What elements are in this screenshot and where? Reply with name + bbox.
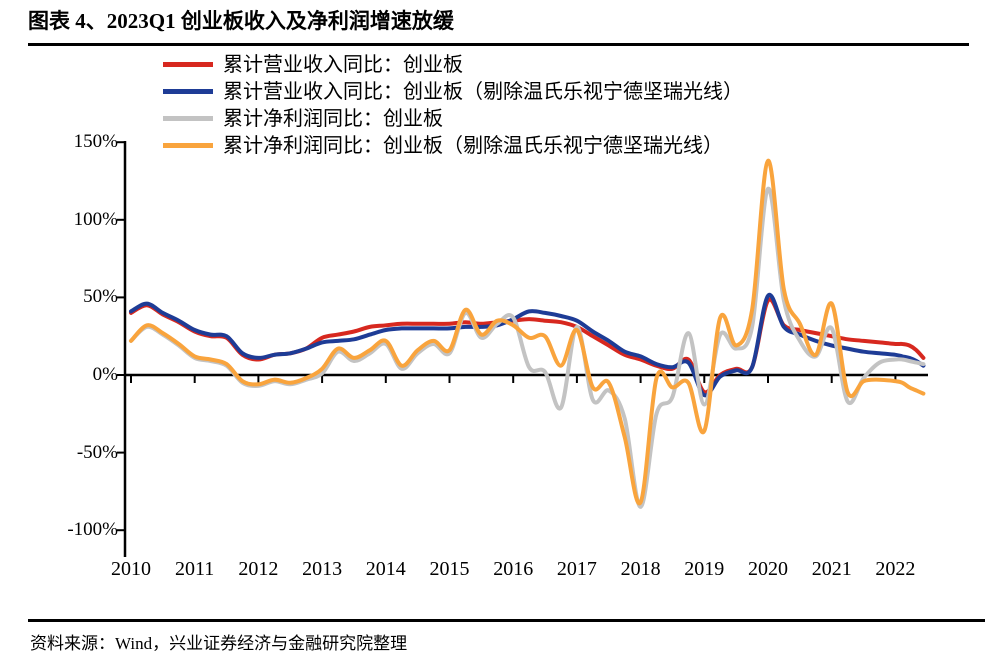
x-tick-label: 2011 [175, 558, 215, 580]
x-tick-label: 2020 [748, 558, 788, 580]
title-divider-rule [28, 43, 969, 46]
y-tick-label: -100% [67, 519, 118, 541]
x-tick-label: 2019 [684, 558, 725, 580]
legend-line-swatch [163, 143, 213, 148]
y-tick-label: 0% [92, 364, 118, 385]
y-tick-label: -50% [76, 441, 118, 463]
legend-label: 累计营业收入同比：创业板（剔除温氏乐视宁德坚瑞光线） [223, 80, 743, 103]
source-note: 资料来源：Wind，兴业证券经济与金融研究院整理 [30, 634, 408, 653]
legend-item: 累计营业收入同比：创业板 [163, 51, 743, 78]
x-tick-label: 2015 [429, 558, 470, 580]
chart-title: 图表 4、2023Q1 创业板收入及净利润增速放缓 [28, 9, 454, 33]
legend-line-swatch [163, 89, 213, 94]
y-tick-label: 150% [73, 131, 118, 153]
x-tick-label: 2016 [493, 558, 534, 580]
y-tick-label: 100% [73, 208, 118, 230]
series-line-2 [129, 186, 926, 509]
legend-label: 累计净利润同比：创业板 [223, 107, 443, 130]
legend-item: 累计营业收入同比：创业板（剔除温氏乐视宁德坚瑞光线） [163, 78, 743, 105]
legend-label: 累计净利润同比：创业板（剔除温氏乐视宁德坚瑞光线） [223, 134, 723, 157]
legend-label: 累计营业收入同比：创业板 [223, 53, 463, 76]
x-tick-label: 2013 [302, 558, 343, 580]
x-tick-label: 2018 [620, 558, 661, 580]
legend-item: 累计净利润同比：创业板 [163, 105, 743, 132]
legend-item: 累计净利润同比：创业板（剔除温氏乐视宁德坚瑞光线） [163, 132, 743, 159]
x-tick-label: 2022 [875, 558, 916, 580]
y-tick-label: 50% [83, 286, 118, 308]
legend-line-swatch [163, 116, 213, 121]
x-tick-label: 2017 [556, 558, 597, 580]
x-tick-label: 2012 [238, 558, 279, 580]
series-line-3 [129, 158, 926, 506]
legend-line-swatch [163, 62, 213, 67]
footer-divider-rule [28, 619, 985, 622]
x-tick-label: 2010 [111, 558, 151, 580]
chart-legend: 累计营业收入同比：创业板累计营业收入同比：创业板（剔除温氏乐视宁德坚瑞光线） 累计… [163, 51, 743, 159]
x-tick-label: 2014 [365, 558, 406, 580]
x-tick-label: 2021 [811, 558, 852, 580]
